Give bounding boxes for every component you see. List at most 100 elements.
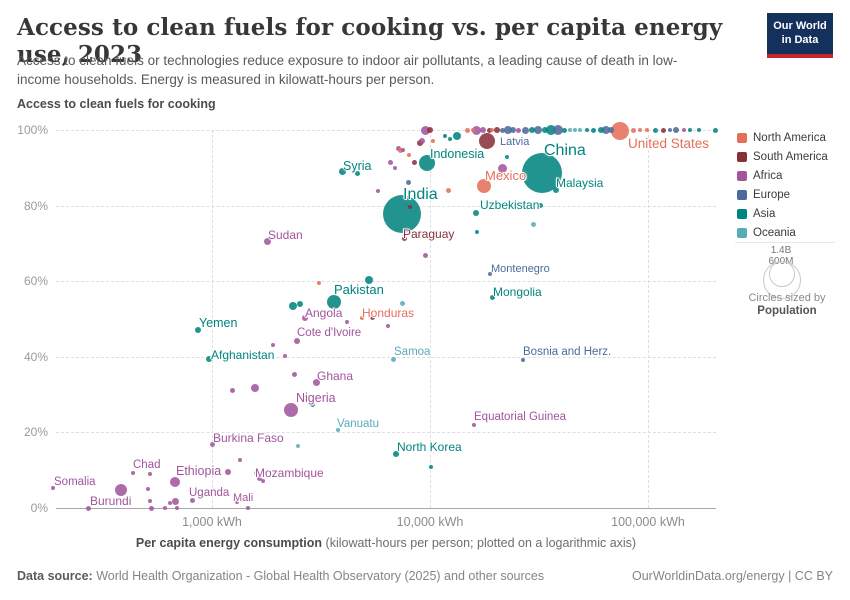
data-point-country[interactable] <box>652 127 658 133</box>
data-point-mexico[interactable] <box>476 178 491 193</box>
data-point-syria[interactable] <box>338 168 346 176</box>
country-label-north-korea[interactable]: North Korea <box>397 440 462 454</box>
country-label-vanuatu[interactable]: Vanuatu <box>337 418 379 430</box>
data-point-country[interactable] <box>253 470 258 475</box>
data-point-country[interactable] <box>462 152 468 158</box>
data-point-country[interactable] <box>430 138 435 143</box>
country-label-united-states[interactable]: United States <box>628 136 710 151</box>
data-point-country[interactable] <box>601 126 610 134</box>
country-label-sudan[interactable]: Sudan <box>268 228 303 242</box>
data-point-country[interactable] <box>521 126 529 134</box>
data-point-country[interactable] <box>668 128 673 132</box>
data-point-country[interactable] <box>370 315 376 321</box>
data-point-mali[interactable] <box>234 499 239 504</box>
data-point-country[interactable] <box>515 127 521 133</box>
country-label-burundi[interactable]: Burundi <box>90 494 132 508</box>
data-point-country[interactable] <box>607 127 614 133</box>
data-point-country[interactable] <box>479 127 486 133</box>
data-point-burkina-faso[interactable] <box>210 441 216 447</box>
country-label-syria[interactable]: Syria <box>343 159 372 173</box>
data-point-country[interactable] <box>470 128 475 132</box>
data-point-country[interactable] <box>590 127 596 133</box>
data-point-country[interactable] <box>494 127 501 133</box>
data-point-united-states[interactable] <box>611 122 629 141</box>
data-point-country[interactable] <box>472 125 482 135</box>
data-point-country[interactable] <box>289 302 298 311</box>
data-point-country[interactable] <box>399 300 405 306</box>
country-label-mexico[interactable]: Mexico <box>485 168 527 183</box>
country-label-ghana[interactable]: Ghana <box>317 369 354 383</box>
data-point-country[interactable] <box>696 128 701 132</box>
data-point-country[interactable] <box>490 128 495 132</box>
data-point-samoa[interactable] <box>391 356 397 362</box>
data-point-country[interactable] <box>682 128 687 132</box>
data-point-country[interactable] <box>428 465 433 470</box>
data-point-bosnia-and-herz-[interactable] <box>520 357 525 362</box>
country-label-mali[interactable]: Mali <box>233 492 254 504</box>
country-label-samoa[interactable]: Samoa <box>394 346 431 358</box>
country-label-latvia[interactable]: Latvia <box>500 136 530 148</box>
data-point-country[interactable] <box>408 205 413 210</box>
data-point-country[interactable] <box>672 127 679 133</box>
data-point-country[interactable] <box>171 498 179 506</box>
data-point-country[interactable] <box>567 128 572 132</box>
data-point-country[interactable] <box>447 137 452 142</box>
data-point-country[interactable] <box>474 230 479 235</box>
data-point-uzbekistan[interactable] <box>473 210 480 217</box>
data-point-country[interactable] <box>498 164 508 174</box>
legend-item-africa[interactable]: Africa <box>737 166 828 185</box>
data-point-country[interactable] <box>660 127 666 133</box>
data-point-country[interactable] <box>631 127 637 133</box>
data-point-indonesia[interactable] <box>419 154 436 171</box>
data-point-latvia[interactable] <box>504 126 513 134</box>
data-point-burundi[interactable] <box>85 505 91 511</box>
data-point-country[interactable] <box>282 354 287 359</box>
data-point-country[interactable] <box>387 160 393 166</box>
data-point-country[interactable] <box>687 128 692 132</box>
country-label-chad[interactable]: Chad <box>133 459 161 471</box>
data-point-angola[interactable] <box>301 314 308 321</box>
data-point-country[interactable] <box>530 222 536 228</box>
data-point-country[interactable] <box>149 505 155 511</box>
data-point-country[interactable] <box>445 187 451 193</box>
data-point-honduras[interactable] <box>359 315 364 320</box>
data-point-country[interactable] <box>163 506 168 510</box>
data-point-country[interactable] <box>224 469 231 476</box>
legend-item-south-america[interactable]: South America <box>737 147 828 166</box>
country-label-malaysia[interactable]: Malaysia <box>556 176 604 190</box>
data-point-country[interactable] <box>637 128 642 132</box>
data-point-nigeria[interactable] <box>283 403 298 418</box>
data-point-chad[interactable] <box>130 470 135 475</box>
country-label-somalia[interactable]: Somalia <box>54 476 96 488</box>
data-point-country[interactable] <box>478 132 495 149</box>
data-point-ethiopia[interactable] <box>170 476 181 487</box>
data-point-malaysia[interactable] <box>552 187 559 194</box>
data-point-paraguay[interactable] <box>401 235 407 241</box>
country-label-mongolia[interactable]: Mongolia <box>493 285 542 299</box>
data-point-country[interactable] <box>297 300 304 307</box>
data-point-country[interactable] <box>537 203 543 209</box>
data-point-pakistan[interactable] <box>327 294 342 309</box>
data-point-country[interactable] <box>386 324 391 329</box>
data-point-country[interactable] <box>597 127 604 133</box>
data-point-country[interactable] <box>344 320 349 325</box>
data-point-country[interactable] <box>500 127 506 133</box>
country-label-india[interactable]: India <box>403 186 438 203</box>
data-point-country[interactable] <box>295 444 300 448</box>
data-point-country[interactable] <box>250 384 259 393</box>
data-point-country[interactable] <box>504 154 509 159</box>
country-label-mozambique[interactable]: Mozambique <box>255 466 324 480</box>
data-point-country[interactable] <box>545 125 556 135</box>
data-point-country[interactable] <box>355 170 361 176</box>
country-label-paraguay[interactable]: Paraguay <box>403 227 455 241</box>
data-point-country[interactable] <box>260 479 265 484</box>
data-point-yemen[interactable] <box>195 326 202 333</box>
data-point-country[interactable] <box>174 506 179 510</box>
data-point-country[interactable] <box>422 253 428 259</box>
data-point-country[interactable] <box>442 133 447 138</box>
data-point-afghanistan[interactable] <box>206 356 213 363</box>
data-point-country[interactable] <box>397 147 403 153</box>
data-point-country[interactable] <box>115 483 128 496</box>
country-label-burkina-faso[interactable]: Burkina Faso <box>213 431 284 445</box>
country-label-uzbekistan[interactable]: Uzbekistan <box>480 198 540 212</box>
